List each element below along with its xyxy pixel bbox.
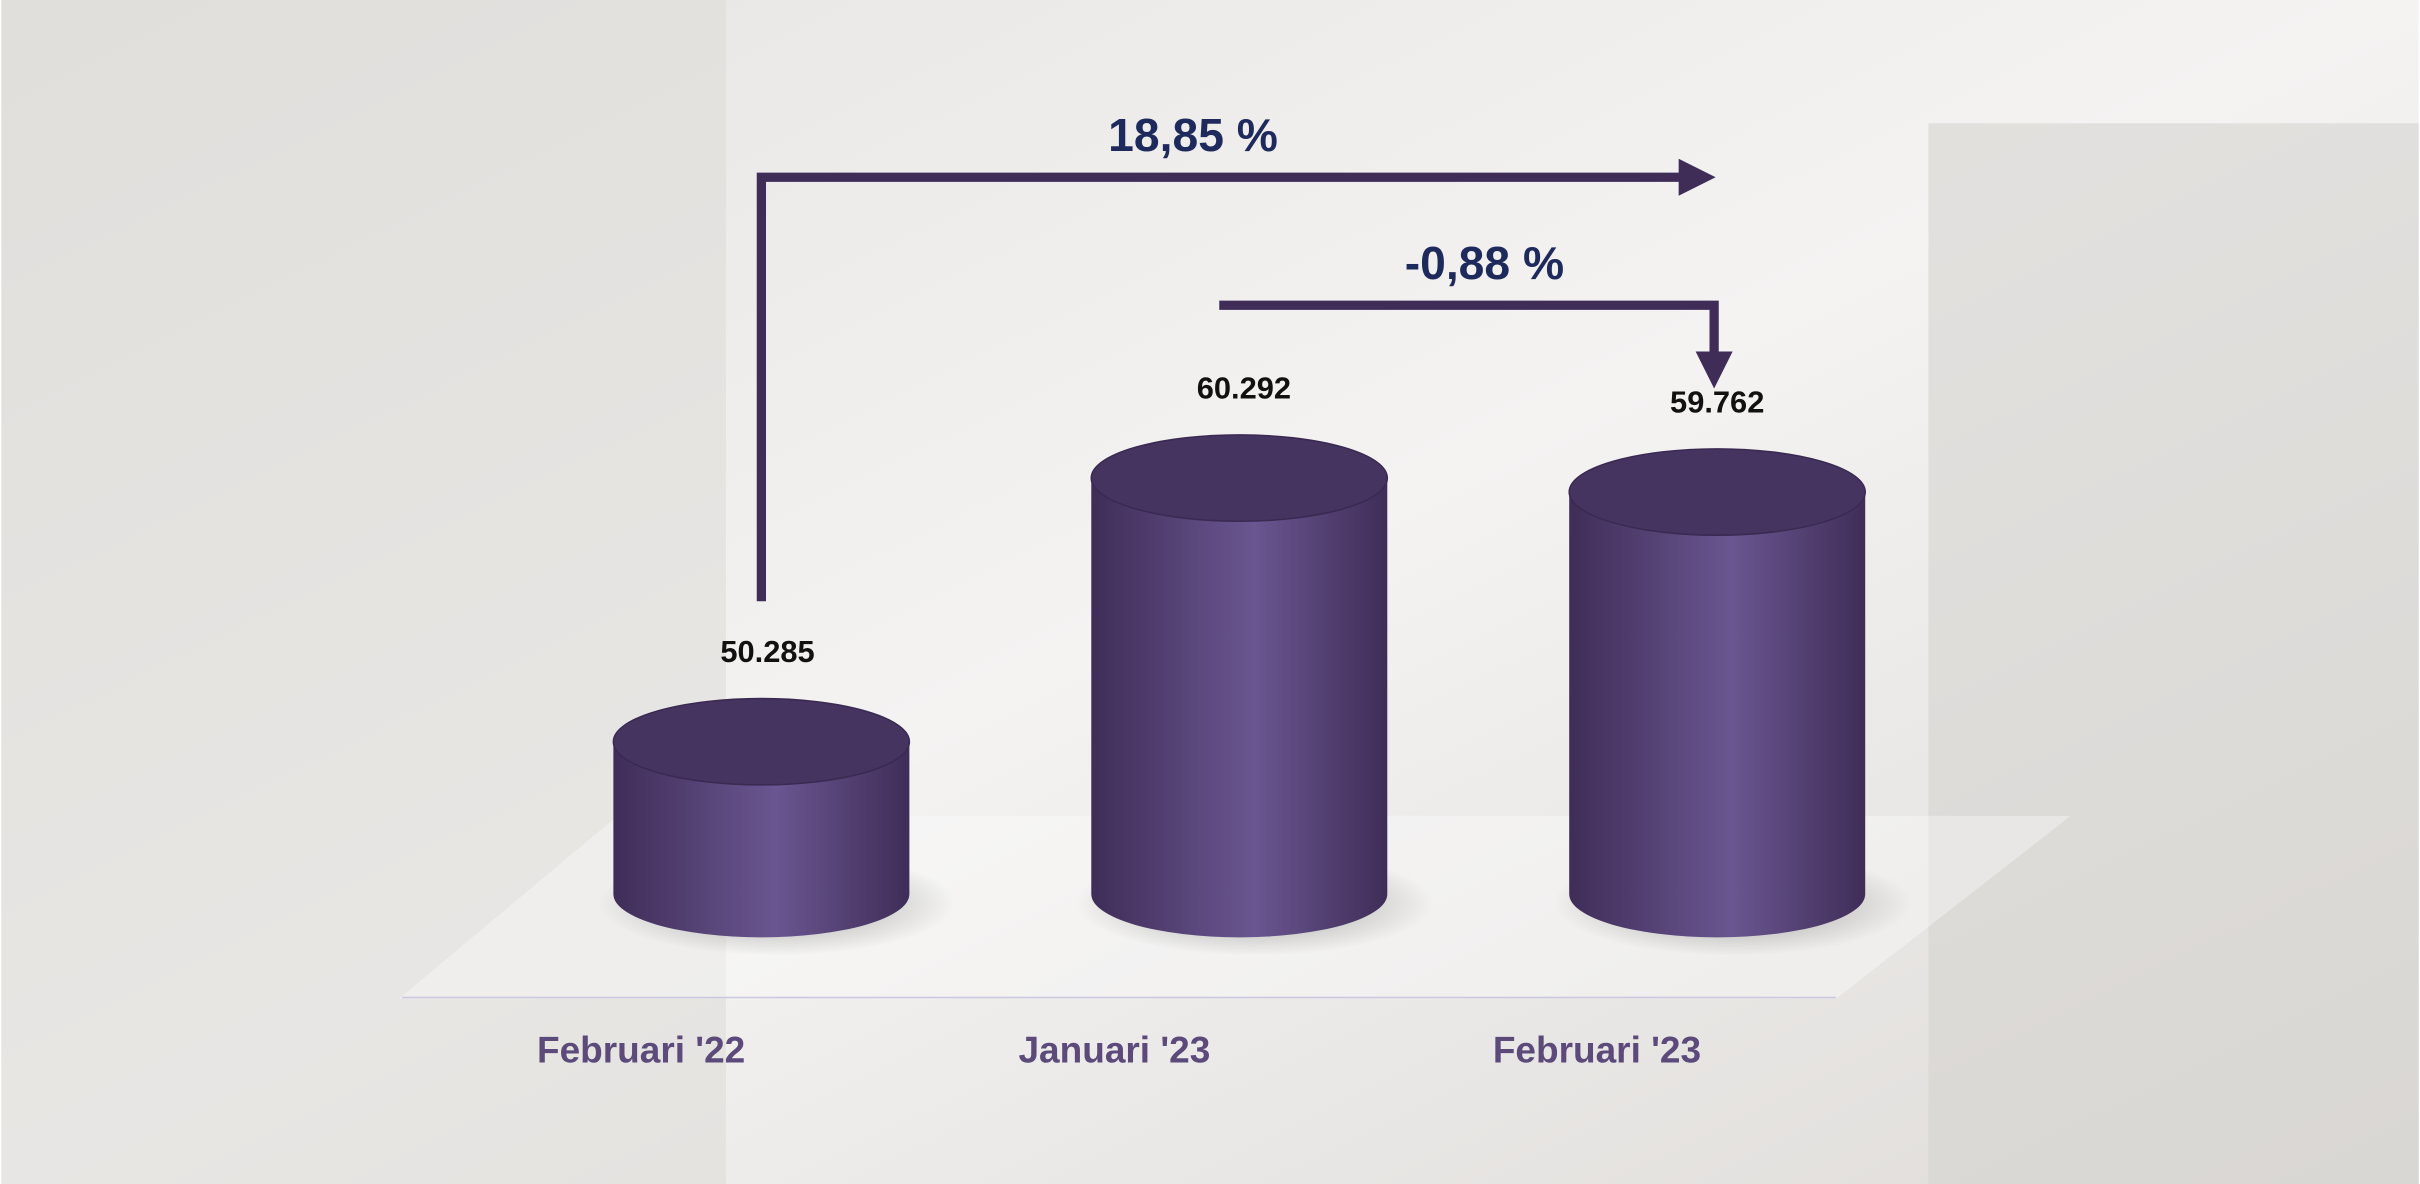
arrow-head — [1695, 351, 1733, 389]
bar — [613, 741, 910, 938]
arrow-head — [1678, 158, 1716, 196]
value-label: 59.762 — [1670, 384, 1764, 419]
annotation: 18,85 % — [1108, 109, 1278, 161]
bar-top — [1090, 434, 1389, 523]
background-wall — [1928, 123, 2419, 1184]
x-tick-label: Januari '23 — [1018, 1030, 1210, 1071]
bar-top — [612, 697, 911, 786]
value-label: 60.292 — [1197, 370, 1291, 405]
change-arrow — [1219, 300, 1719, 358]
x-tick-label: Februari '22 — [537, 1030, 745, 1071]
annotation: -0,88 % — [1405, 237, 1564, 289]
bar-top — [1568, 448, 1866, 536]
background-wall — [1, 0, 726, 1184]
change-arrow — [756, 172, 1685, 602]
bar — [1091, 478, 1388, 938]
bar — [1569, 492, 1866, 938]
x-tick-label: Februari '23 — [1493, 1030, 1701, 1071]
value-label: 50.285 — [720, 634, 814, 669]
